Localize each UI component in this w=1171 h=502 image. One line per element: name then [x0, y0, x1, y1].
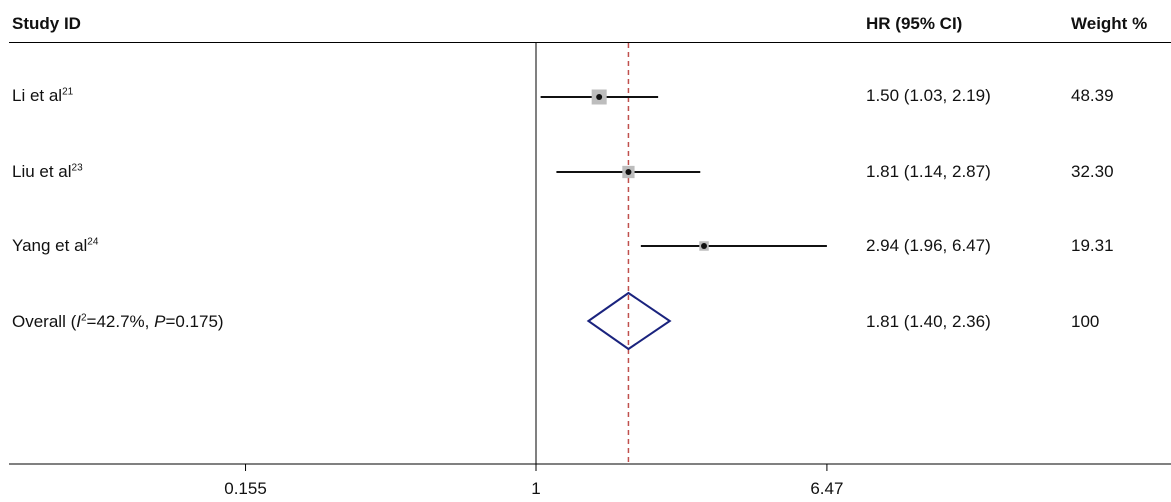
- point-estimate: [701, 243, 708, 249]
- study-weight: 48.39: [1071, 86, 1114, 105]
- overall-weight: 100: [1071, 312, 1100, 331]
- study-weight: 19.31: [1071, 236, 1114, 255]
- study-label: Li et al21: [12, 86, 74, 105]
- column-header-weight: Weight %: [1071, 14, 1148, 33]
- x-tick-label: 1: [531, 479, 540, 498]
- column-header-study: Study ID: [12, 14, 81, 33]
- overall-label: Overall (I2=42.7%, P=0.175): [12, 312, 224, 331]
- study-label: Yang et al24: [12, 236, 99, 255]
- header-rule: [9, 42, 1171, 43]
- overall-diamond: [586, 291, 672, 351]
- x-tick-label: 6.47: [810, 479, 843, 498]
- column-header-hr: HR (95% CI): [866, 14, 963, 33]
- overall-hr: 1.81 (1.40, 2.36): [866, 312, 991, 331]
- study-hr: 1.50 (1.03, 2.19): [866, 86, 991, 105]
- study-weight: 32.30: [1071, 162, 1114, 181]
- point-estimate: [625, 169, 632, 175]
- x-tick-label: 0.155: [224, 479, 267, 498]
- study-label: Liu et al23: [12, 162, 83, 181]
- point-estimate: [596, 94, 603, 100]
- study-hr: 2.94 (1.96, 6.47): [866, 236, 991, 255]
- study-hr: 1.81 (1.14, 2.87): [866, 162, 991, 181]
